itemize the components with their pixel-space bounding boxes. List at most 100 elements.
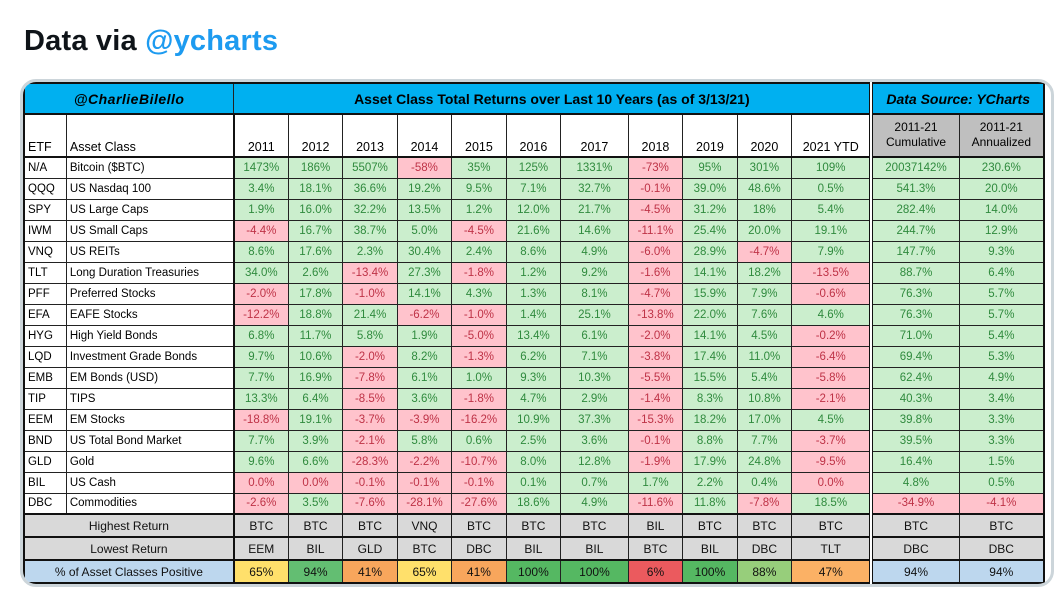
return-cell-IWM-2015: -4.5%: [451, 219, 507, 242]
return-cell-GLD-2016: 8.0%: [505, 450, 562, 473]
col-header-2017: 2017: [560, 113, 629, 158]
return-cell-PFF-2013: -1.0%: [342, 282, 398, 305]
return-cell-TLT-2014: 27.3%: [396, 261, 453, 284]
return-cell-BND-2016: 2.5%: [505, 429, 562, 452]
row-LQD: LQD Investment Grade Bonds 9.7% 10.6% -2.0% 8…: [23, 345, 1045, 368]
return-cell-EMB-2018: -5.5%: [627, 366, 684, 389]
return-cell-QQQ-2011: 3.4%: [232, 177, 289, 200]
lowest-ticker-2012: BIL: [287, 536, 344, 561]
return-cell-LQD-2020: 11.0%: [736, 345, 793, 368]
return-cell-DBC-2013: -7.6%: [342, 492, 398, 515]
lowest-ticker-2017: BIL: [560, 536, 629, 561]
highest-ticker-2017: BTC: [560, 513, 629, 538]
return-cell-GLD-2011: 9.6%: [232, 450, 289, 473]
return-cell-PFF-2021YTD: -0.6%: [791, 282, 872, 305]
return-cell-GLD-2019: 17.9%: [682, 450, 738, 473]
return-cell-IWM-2012: 16.7%: [287, 219, 344, 242]
row-BIL: BIL US Cash 0.0% 0.0% -0.1% -0.1% -0.1% 0.1% 0.7…: [23, 471, 1045, 494]
return-cell-HYG-2014: 1.9%: [396, 324, 453, 347]
annualized-cell-NA: 230.6%: [958, 156, 1045, 179]
return-cell-TIP-2012: 6.4%: [287, 387, 344, 410]
col-header-2021-ytd: 2021 YTD: [791, 113, 872, 158]
return-cell-EEM-2017: 37.3%: [560, 408, 629, 431]
col-header-asset-class: Asset Class: [65, 113, 235, 158]
data-source-label: Data Source: YCharts: [869, 82, 1045, 115]
asset-class-cell: US Cash: [65, 471, 235, 494]
highest-ticker-2014: VNQ: [396, 513, 453, 538]
highest-ticker-2013: BTC: [342, 513, 398, 538]
asset-class-cell: US REITs: [65, 240, 235, 263]
return-cell-PFF-2018: -4.7%: [627, 282, 684, 305]
asset-class-cell: US Small Caps: [65, 219, 235, 242]
highest-ticker-2012: BTC: [287, 513, 344, 538]
col-header-2016: 2016: [505, 113, 562, 158]
annualized-cell-VNQ: 9.3%: [958, 240, 1045, 263]
returns-table-card: @CharlieBilello Asset Class Total Returns…: [20, 79, 1054, 587]
col-header-2014: 2014: [396, 113, 453, 158]
return-cell-EMB-2013: -7.8%: [342, 366, 398, 389]
return-cell-TIP-2021YTD: -2.1%: [791, 387, 872, 410]
etf-cell-VNQ: VNQ: [23, 240, 67, 263]
table-title-row: @CharlieBilello Asset Class Total Returns…: [23, 82, 1045, 115]
return-cell-IWM-2013: 38.7%: [342, 219, 398, 242]
row-EFA: EFA EAFE Stocks -12.2% 18.8% 21.4% -6.2% -1.0%…: [23, 303, 1045, 326]
asset-class-cell: Commodities: [65, 492, 235, 515]
pct-positive-2015: 41%: [451, 559, 507, 584]
return-cell-BND-2011: 7.7%: [232, 429, 289, 452]
highest-ticker-2016: BTC: [505, 513, 562, 538]
return-cell-IWM-2020: 20.0%: [736, 219, 793, 242]
return-cell-PFF-2020: 7.9%: [736, 282, 793, 305]
pct-positive-2018: 6%: [627, 559, 684, 584]
cumulative-cell-BND: 39.5%: [869, 429, 960, 452]
return-cell-EEM-2016: 10.9%: [505, 408, 562, 431]
annualized-cell-QQQ: 20.0%: [958, 177, 1045, 200]
return-cell-TIP-2014: 3.6%: [396, 387, 453, 410]
annualized-cell-EFA: 5.7%: [958, 303, 1045, 326]
return-cell-TIP-2013: -8.5%: [342, 387, 398, 410]
return-cell-SPY-2013: 32.2%: [342, 198, 398, 221]
return-cell-EMB-2019: 15.5%: [682, 366, 738, 389]
return-cell-EMB-2020: 5.4%: [736, 366, 793, 389]
return-cell-IWM-2014: 5.0%: [396, 219, 453, 242]
col-header-2015: 2015: [451, 113, 507, 158]
row-BND: BND US Total Bond Market 7.7% 3.9% -2.1% 5.8%…: [23, 429, 1045, 452]
etf-cell-HYG: HYG: [23, 324, 67, 347]
return-cell-VNQ-2012: 17.6%: [287, 240, 344, 263]
return-cell-EFA-2017: 25.1%: [560, 303, 629, 326]
asset-class-cell: US Large Caps: [65, 198, 235, 221]
return-cell-NA-2018: -73%: [627, 156, 684, 179]
return-cell-BIL-2015: -0.1%: [451, 471, 507, 494]
row-HYG: HYG High Yield Bonds 6.8% 11.7% 5.8% 1.9% -5.0…: [23, 324, 1045, 347]
etf-cell-LQD: LQD: [23, 345, 67, 368]
cumulative-cell-LQD: 69.4%: [869, 345, 960, 368]
return-cell-BIL-2012: 0.0%: [287, 471, 344, 494]
return-cell-IWM-2011: -4.4%: [232, 219, 289, 242]
return-cell-VNQ-2021YTD: 7.9%: [791, 240, 872, 263]
etf-cell-QQQ: QQQ: [23, 177, 67, 200]
return-cell-VNQ-2018: -6.0%: [627, 240, 684, 263]
return-cell-DBC-2011: -2.6%: [232, 492, 289, 515]
return-cell-BND-2017: 3.6%: [560, 429, 629, 452]
highest-ticker-2011: BTC: [232, 513, 289, 538]
return-cell-TLT-2013: -13.4%: [342, 261, 398, 284]
col-header-2011: 2011: [232, 113, 289, 158]
cumulative-cell-EEM: 39.8%: [869, 408, 960, 431]
ycharts-handle-link[interactable]: @ycharts: [145, 25, 279, 58]
asset-class-cell: US Nasdaq 100: [65, 177, 235, 200]
return-cell-NA-2017: 1331%: [560, 156, 629, 179]
return-cell-EEM-2019: 18.2%: [682, 408, 738, 431]
return-cell-HYG-2016: 13.4%: [505, 324, 562, 347]
return-cell-DBC-2018: -11.6%: [627, 492, 684, 515]
return-cell-DBC-2021YTD: 18.5%: [791, 492, 872, 515]
annualized-cell-EMB: 4.9%: [958, 366, 1045, 389]
annualized-cell-SPY: 14.0%: [958, 198, 1045, 221]
asset-class-cell: EAFE Stocks: [65, 303, 235, 326]
return-cell-BND-2018: -0.1%: [627, 429, 684, 452]
cumulative-cell-BIL: 4.8%: [869, 471, 960, 494]
annualized-cell-IWM: 12.9%: [958, 219, 1045, 242]
cumulative-cell-PFF: 76.3%: [869, 282, 960, 305]
asset-class-cell: EM Stocks: [65, 408, 235, 431]
cumulative-cell-TIP: 40.3%: [869, 387, 960, 410]
return-cell-LQD-2013: -2.0%: [342, 345, 398, 368]
pct-positive-2016: 100%: [505, 559, 562, 584]
